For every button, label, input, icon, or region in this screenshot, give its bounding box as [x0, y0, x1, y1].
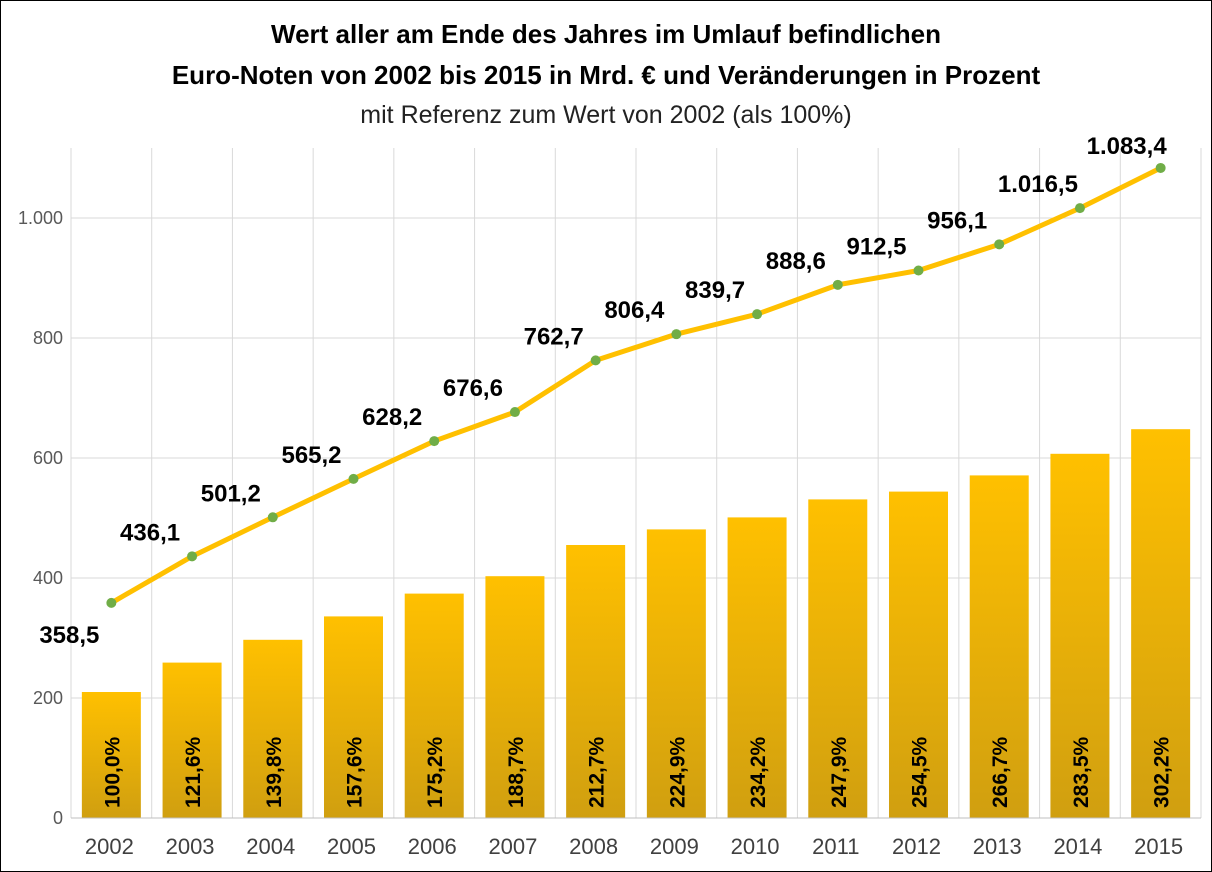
- line-value-label: 912,5: [846, 234, 906, 261]
- line-point: [994, 239, 1005, 250]
- bar: [889, 491, 948, 818]
- bar-value-label: 247,9%: [828, 736, 851, 808]
- bar: [808, 499, 868, 818]
- bar: [243, 639, 303, 818]
- bar: [1131, 429, 1191, 818]
- line-value-label: 1.083,4: [1087, 133, 1168, 160]
- bar: [1050, 453, 1110, 818]
- line-point: [509, 407, 520, 418]
- bar: [485, 576, 545, 818]
- x-tick-label: 2012: [892, 834, 941, 859]
- y-tick-label: 1.000: [18, 208, 63, 228]
- bar-value-label: 188,7%: [505, 736, 528, 808]
- line-point: [187, 551, 198, 562]
- line-value-label: 676,6: [443, 375, 503, 402]
- bar-value-label: 139,8%: [263, 736, 286, 808]
- bar-value-label: 121,6%: [182, 736, 205, 808]
- line-value-label: 762,7: [524, 323, 584, 350]
- line-point: [429, 436, 440, 447]
- bar-value-label: 157,6%: [344, 736, 367, 808]
- x-tick-label: 2008: [569, 834, 618, 859]
- bar: [969, 475, 1029, 818]
- y-tick-label: 400: [33, 568, 63, 588]
- line-point: [1074, 203, 1085, 214]
- axes: 0 200 400 600 800 1.000 2002 2003 2004 2005 2006 20…: [18, 208, 1201, 859]
- y-tick-label: 600: [33, 448, 63, 468]
- bar: [404, 593, 464, 818]
- line-value-label: 358,5: [39, 622, 99, 649]
- bar: [727, 517, 787, 818]
- x-tick-label: 2006: [408, 834, 457, 859]
- x-tick-label: 2010: [731, 834, 780, 859]
- line-value-label: 956,1: [927, 207, 987, 234]
- x-tick-label: 2013: [973, 834, 1022, 859]
- bar: [646, 529, 706, 818]
- bar-value-label: 212,7%: [586, 736, 609, 808]
- x-tick-label: 2003: [166, 834, 215, 859]
- bar-value-label: 234,2%: [747, 736, 770, 808]
- bar-value-label: 302,2%: [1151, 736, 1174, 808]
- line-point: [752, 309, 763, 320]
- line-point: [348, 473, 359, 484]
- x-tick-label: 2011: [812, 834, 859, 859]
- chart-subtitle: mit Referenz zum Wert von 2002 (als 100%…: [360, 101, 852, 129]
- line-value-label: 501,2: [201, 480, 261, 507]
- line-point: [267, 512, 278, 523]
- line-point: [671, 329, 682, 340]
- line-series: [106, 162, 1166, 608]
- line-point: [832, 279, 843, 290]
- bar: [162, 662, 222, 818]
- line-point: [106, 597, 117, 608]
- x-tick-label: 2015: [1134, 834, 1183, 859]
- bar-value-label: 283,5%: [1070, 736, 1093, 808]
- y-tick-label: 0: [53, 808, 63, 828]
- chart-title: Wert aller am Ende des Jahres im Umlauf …: [271, 19, 941, 49]
- bar: [81, 692, 141, 818]
- line-point: [590, 355, 601, 366]
- x-tick-label: 2005: [327, 834, 376, 859]
- bar-value-label: 266,7%: [989, 736, 1012, 808]
- bar: [566, 545, 626, 818]
- x-tick-label: 2007: [488, 834, 537, 859]
- line-point: [913, 265, 924, 276]
- bar-value-label: 224,9%: [666, 736, 689, 808]
- line-value-label: 888,6: [766, 248, 826, 275]
- bar-value-label: 175,2%: [424, 736, 447, 808]
- x-tick-label: 2014: [1053, 834, 1102, 859]
- line-value-label: 1.016,5: [998, 171, 1078, 198]
- data-labels: 100,0% 121,6% 139,8% 157,6% 175,2% 188,7% 212,…: [39, 133, 1173, 808]
- chart-title-line2: Euro-Noten von 2002 bis 2015 in Mrd. € u…: [171, 60, 1041, 90]
- x-tick-label: 2004: [246, 834, 295, 859]
- line-point: [1155, 162, 1166, 173]
- line-value-label: 806,4: [604, 297, 665, 324]
- x-tick-label: 2002: [85, 834, 134, 859]
- bar: [324, 616, 383, 818]
- bar-value-label: 254,5%: [909, 736, 932, 808]
- bar-value-label: 100,0%: [101, 736, 124, 808]
- line-value-label: 565,2: [281, 442, 341, 469]
- bar-series: [81, 429, 1191, 818]
- line-path: [110, 165, 1162, 606]
- y-tick-label: 200: [33, 688, 63, 708]
- x-tick-label: 2009: [650, 834, 699, 859]
- line-value-label: 436,1: [120, 519, 180, 546]
- line-value-label: 628,2: [362, 404, 422, 431]
- y-tick-label: 800: [33, 328, 63, 348]
- line-value-label: 839,7: [685, 277, 745, 304]
